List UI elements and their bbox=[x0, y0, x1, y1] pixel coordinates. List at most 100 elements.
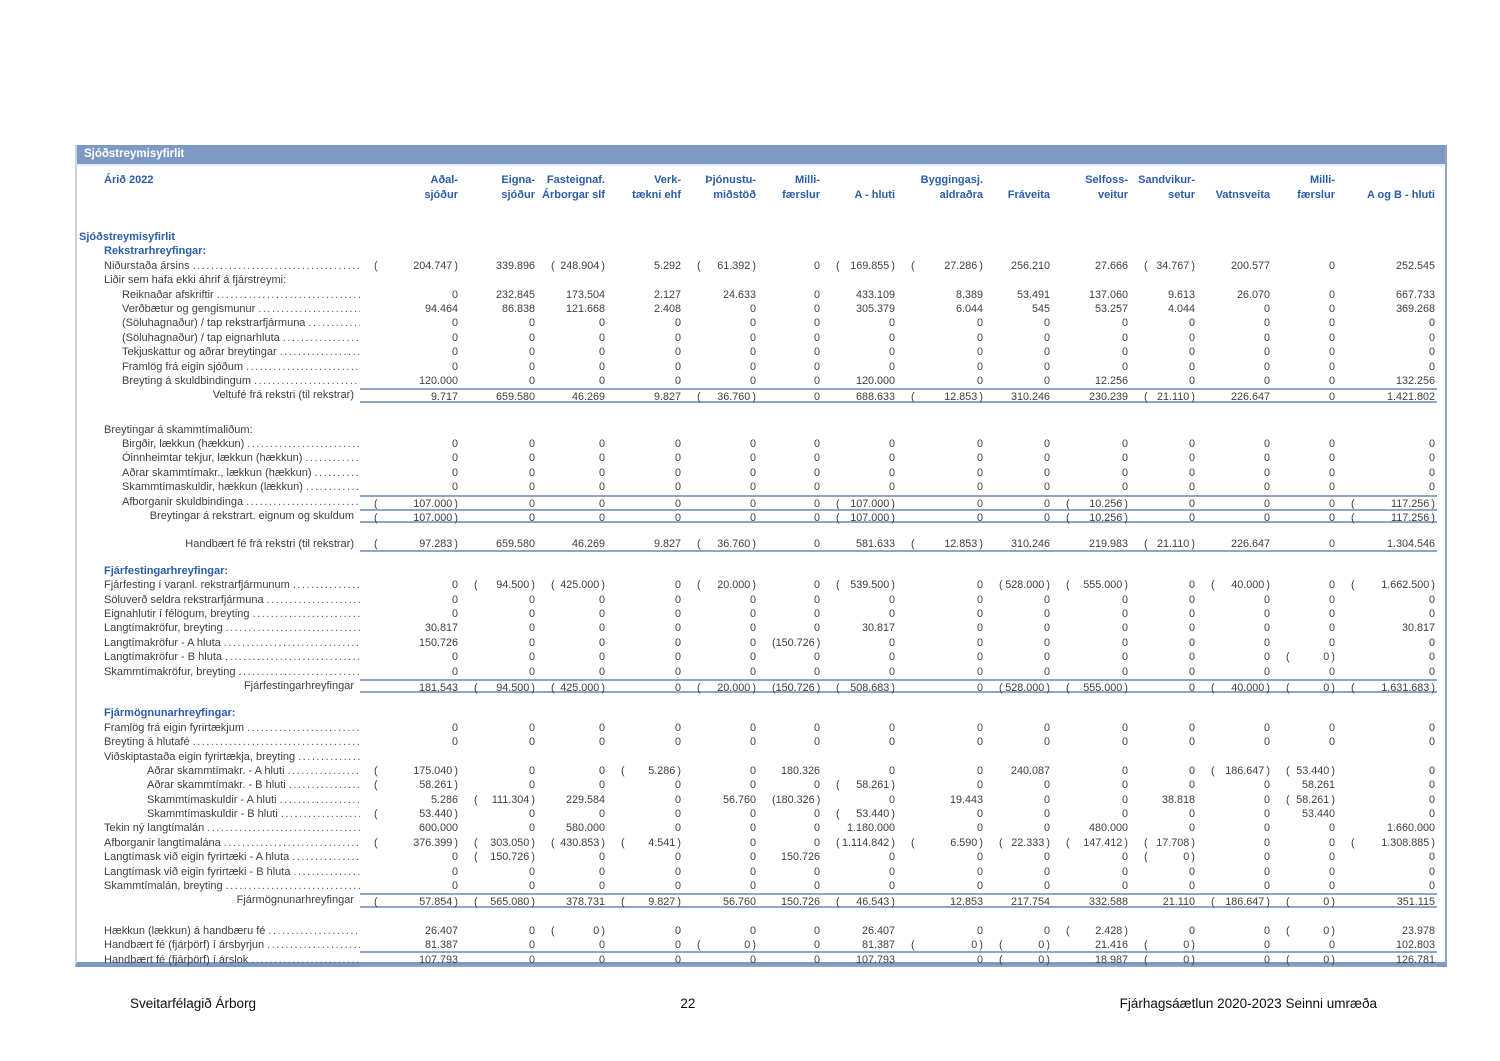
dot-leader: ........................................… bbox=[267, 939, 360, 952]
value-cell: 0 bbox=[1263, 593, 1270, 606]
table-row: Langtímask við eigin fyrirtæki - B hluta… bbox=[77, 865, 1445, 879]
value-cell: 0 bbox=[1188, 651, 1195, 664]
value-cell: 0 bbox=[1428, 636, 1435, 649]
value-cell bbox=[1130, 230, 1197, 244]
value-cell: 580.000 bbox=[565, 822, 605, 835]
table-body: Sjóðstreymisyfirlit Rekstrarhreyfingar: Ni… bbox=[77, 230, 1445, 967]
value-cell: 0 bbox=[1043, 808, 1050, 821]
table-row: Langtímakröfur, breyting................… bbox=[77, 621, 1445, 635]
value-cell: 0 bbox=[813, 836, 820, 849]
page-footer: Sveitarfélagið Árborg 22 Fjárhagsáætlun … bbox=[0, 996, 1500, 1011]
value-cell: 0 bbox=[451, 438, 458, 451]
value-cell: 0 bbox=[1043, 880, 1050, 893]
value-cell bbox=[758, 564, 822, 578]
value-cell: 0 bbox=[1121, 607, 1128, 620]
value-cell: (180.326 ) bbox=[772, 793, 821, 806]
value-cell: 102.803 bbox=[1395, 939, 1435, 952]
value-cell: 0 bbox=[674, 665, 681, 678]
value-cell: 0 bbox=[1263, 665, 1270, 678]
value-cell bbox=[1052, 230, 1130, 244]
value-cell: 226.647 bbox=[1230, 538, 1270, 551]
value-cell: (40.000 ) bbox=[1211, 681, 1270, 694]
value-cell bbox=[1197, 750, 1272, 764]
value-cell: 0 bbox=[674, 452, 681, 465]
value-cell: 0 bbox=[1043, 360, 1050, 373]
value-cell: 21.110 bbox=[1162, 896, 1195, 909]
dot-leader: ........................................… bbox=[293, 865, 360, 878]
value-cell: 0 bbox=[598, 512, 605, 525]
value-cell: 0 bbox=[1188, 665, 1195, 678]
value-cell: 18.987 bbox=[1094, 953, 1128, 966]
value-cell: 58.261 bbox=[1301, 779, 1335, 792]
value-cell: 0 bbox=[749, 736, 756, 749]
value-cell bbox=[758, 230, 822, 244]
dot-leader: ........................................… bbox=[246, 360, 360, 373]
value-cell: 0 bbox=[674, 374, 681, 387]
value-cell: (0 ) bbox=[1286, 924, 1335, 937]
value-cell: 252.545 bbox=[1395, 259, 1435, 272]
value-cell: (12.853 ) bbox=[911, 391, 983, 404]
value-cell: 0 bbox=[1043, 607, 1050, 620]
value-cell bbox=[985, 273, 1052, 287]
value-cell: 0 bbox=[674, 953, 681, 966]
value-cell: 86.838 bbox=[501, 302, 535, 315]
table-row: Eignahlutir í félögum, breyting.........… bbox=[77, 607, 1445, 621]
value-cell: 0 bbox=[1188, 607, 1195, 620]
dot-leader: ........................................… bbox=[225, 880, 360, 893]
value-cell: 0 bbox=[674, 497, 681, 510]
value-cell: 0 bbox=[1263, 636, 1270, 649]
table-row: Rekstrarhreyfingar: bbox=[77, 244, 1445, 258]
value-cell bbox=[822, 564, 897, 578]
row-label: Fjárfesting í varanl. rekstrarfjármunum.… bbox=[104, 579, 360, 592]
value-cell: 0 bbox=[1043, 346, 1050, 359]
value-cell: 0 bbox=[598, 360, 605, 373]
value-cell: 0 bbox=[1263, 622, 1270, 635]
column-header: Vatnsveita bbox=[1215, 189, 1270, 201]
value-cell: 0 bbox=[1328, 865, 1335, 878]
value-cell: 0 bbox=[1263, 880, 1270, 893]
value-cell: 0 bbox=[813, 452, 820, 465]
value-cell: 0 bbox=[674, 651, 681, 664]
value-cell bbox=[360, 706, 460, 720]
value-cell: (0 ) bbox=[551, 924, 605, 937]
value-cell: 0 bbox=[1328, 636, 1335, 649]
value-cell: 9.827 bbox=[653, 538, 681, 551]
value-cell bbox=[985, 750, 1052, 764]
value-cell: (107.000 ) bbox=[374, 497, 458, 510]
row-label: Óinnheimtar tekjur, lækkun (hækkun).....… bbox=[122, 452, 360, 465]
value-cell: 26.070 bbox=[1236, 288, 1270, 301]
value-cell: 0 bbox=[674, 681, 681, 694]
value-cell: 0 bbox=[813, 736, 820, 749]
value-cell: 8.389 bbox=[955, 288, 983, 301]
value-cell: (1.662.500 ) bbox=[1351, 579, 1435, 592]
value-cell: 0 bbox=[451, 466, 458, 479]
value-cell: 0 bbox=[674, 360, 681, 373]
value-cell: 0 bbox=[674, 317, 681, 330]
value-cell bbox=[460, 273, 537, 287]
value-cell: 0 bbox=[451, 452, 458, 465]
value-cell: 0 bbox=[674, 808, 681, 821]
value-cell: 0 bbox=[749, 836, 756, 849]
value-cell: 0 bbox=[1121, 452, 1128, 465]
row-label: (Söluhagnaður) / tap rekstrarfjármuna...… bbox=[122, 317, 360, 330]
value-cell: 0 bbox=[1188, 880, 1195, 893]
row-values: (97.283 ) 659.580 46.269 9.827 (36.760 ) 0 581… bbox=[360, 537, 1437, 552]
value-cell: (9.827 ) bbox=[621, 896, 681, 909]
dot-leader: ........................................… bbox=[279, 346, 360, 359]
value-cell: 0 bbox=[1428, 360, 1435, 373]
value-cell: 0 bbox=[1263, 793, 1270, 806]
value-cell bbox=[460, 750, 537, 764]
value-cell: 0 bbox=[1043, 317, 1050, 330]
value-cell: 0 bbox=[749, 851, 756, 864]
value-cell: 12.853 bbox=[949, 896, 983, 909]
value-cell: 0 bbox=[976, 452, 983, 465]
value-cell: 0 bbox=[976, 880, 983, 893]
row-values: 0 0 0 0 0 0 0 0 0 0 0 0 0 0 bbox=[360, 593, 1437, 607]
value-cell: 0 bbox=[1121, 331, 1128, 344]
value-cell: (36.760 ) bbox=[697, 391, 756, 404]
value-cell: 0 bbox=[528, 481, 535, 494]
row-label: Langtímakröfur, breyting................… bbox=[77, 621, 360, 635]
value-cell: 0 bbox=[528, 924, 535, 937]
value-cell: (40.000 ) bbox=[1211, 579, 1270, 592]
value-cell: 23.978 bbox=[1401, 924, 1435, 937]
